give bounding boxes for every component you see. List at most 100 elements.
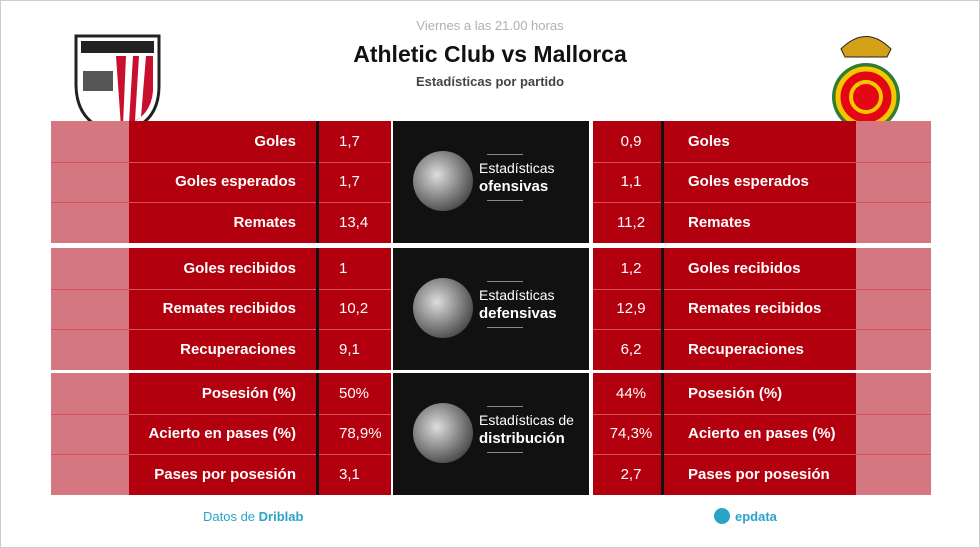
away-stat-label: Remates — [688, 213, 751, 231]
source-prefix: Datos de — [203, 509, 256, 524]
row-separator — [51, 202, 316, 203]
row-separator — [319, 161, 391, 163]
away-stat-value: 44% — [615, 384, 647, 402]
divider — [316, 373, 319, 495]
away-stat-label: Goles — [688, 132, 730, 150]
match-title: Athletic Club vs Mallorca — [353, 41, 627, 67]
home-stat-value: 1,7 — [339, 132, 360, 150]
panel-label: distribución — [479, 429, 565, 447]
away-block — [593, 248, 856, 370]
divider — [661, 248, 664, 370]
mallorca-crest — [832, 36, 900, 131]
home-stat-value: 10,2 — [339, 300, 369, 318]
away-stat-label: Goles esperados — [688, 173, 809, 191]
row-separator — [319, 202, 391, 203]
divider — [316, 121, 319, 243]
away-stat-value: 1,1 — [620, 173, 642, 191]
row-separator — [51, 413, 316, 415]
panel-rule — [487, 451, 523, 453]
row-separator — [664, 329, 931, 330]
row-separator — [664, 413, 931, 415]
home-block — [129, 121, 391, 243]
away-stat-label: Recuperaciones — [688, 340, 804, 358]
side-band — [51, 248, 129, 370]
side-band — [856, 373, 931, 495]
panel-rule — [487, 405, 523, 407]
row-separator — [51, 288, 316, 290]
row-separator — [593, 202, 661, 203]
home-block — [129, 373, 391, 495]
away-stat-value: 6,2 — [620, 340, 642, 358]
side-band — [51, 121, 129, 243]
row-separator — [51, 454, 316, 455]
panel-rule — [487, 280, 523, 282]
away-stat-label: Posesión (%) — [688, 384, 783, 402]
source: Datos de Driblab — [203, 509, 303, 524]
side-band — [856, 248, 931, 370]
divider — [661, 373, 664, 495]
home-stat-value: 13,4 — [339, 213, 369, 231]
panel-label: ofensivas — [479, 177, 549, 195]
home-stat-label: Goles esperados — [175, 173, 296, 191]
away-stat-value: 12,9 — [616, 300, 646, 318]
home-stat-value: 1,7 — [339, 173, 360, 191]
away-block — [593, 373, 856, 495]
home-stat-label: Pases por posesión — [154, 465, 296, 483]
panel-label: Estadísticas — [479, 286, 555, 303]
panel-label: Estadísticas — [479, 159, 555, 176]
brand-logo — [714, 508, 730, 524]
home-stat-value: 50% — [339, 384, 370, 402]
panel-rule — [487, 326, 523, 328]
panel-rule — [487, 153, 523, 155]
home-stat-label: Goles — [254, 132, 296, 150]
row-separator — [593, 161, 661, 163]
row-separator — [593, 329, 661, 330]
row-separator — [593, 413, 661, 415]
panel-label: Estadísticas de — [479, 411, 574, 428]
home-stat-label: Remates recibidos — [162, 300, 296, 318]
home-stat-label: Posesión (%) — [201, 384, 296, 402]
athletic-crest — [74, 34, 161, 135]
away-stat-value: 0,9 — [620, 132, 642, 150]
panel-label: defensivas — [479, 304, 557, 322]
side-band — [51, 373, 129, 495]
away-stat-label: Goles recibidos — [688, 259, 801, 277]
panel-rule — [487, 199, 523, 201]
away-stat-value: 74,3% — [609, 425, 653, 443]
away-stat-label: Remates recibidos — [688, 300, 822, 318]
home-stat-value: 3,1 — [339, 465, 360, 483]
divider — [316, 248, 319, 370]
row-separator — [593, 454, 661, 455]
home-stat-value: 78,9% — [339, 425, 382, 443]
home-stat-label: Acierto en pases (%) — [148, 425, 296, 443]
row-separator — [593, 288, 661, 290]
panel-icon — [413, 278, 473, 338]
row-separator — [319, 329, 391, 330]
row-separator — [664, 288, 931, 290]
home-stat-label: Recuperaciones — [180, 340, 296, 358]
away-block — [593, 121, 856, 243]
side-band — [856, 121, 931, 243]
match-subtitle: Estadísticas por partido — [415, 74, 565, 89]
away-stat-value: 1,2 — [620, 259, 642, 277]
match-date: Viernes a las 21.00 horas — [416, 18, 564, 33]
row-separator — [664, 202, 931, 203]
row-separator — [51, 161, 316, 163]
row-separator — [319, 454, 391, 455]
divider — [661, 121, 664, 243]
panel-icon — [413, 151, 473, 211]
home-stat-value: 1 — [339, 259, 348, 277]
home-stat-value: 9,1 — [339, 340, 360, 358]
row-separator — [51, 329, 316, 330]
brand: epdata — [735, 509, 777, 524]
away-stat-value: 2,7 — [620, 465, 642, 483]
row-separator — [664, 161, 931, 163]
home-stat-label: Remates — [233, 213, 296, 231]
source-name: Driblab — [258, 509, 304, 524]
away-stat-label: Acierto en pases (%) — [688, 425, 836, 443]
row-separator — [319, 413, 391, 415]
home-block — [129, 248, 391, 370]
row-separator — [664, 454, 931, 455]
away-stat-label: Pases por posesión — [688, 465, 830, 483]
